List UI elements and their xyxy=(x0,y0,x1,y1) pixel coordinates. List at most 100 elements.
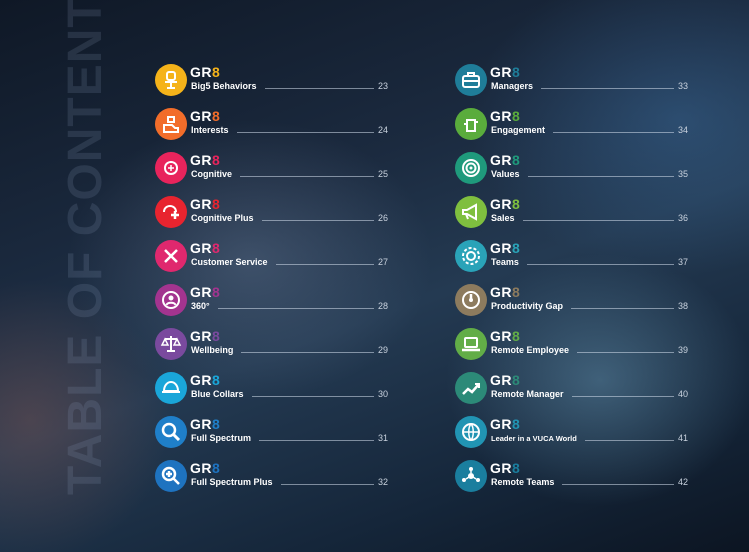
logo-suffix: 8 xyxy=(212,240,221,256)
logo-suffix: 8 xyxy=(512,64,521,80)
gr8-logo: GR8 xyxy=(490,461,520,475)
gear-icon xyxy=(455,240,487,272)
logo-prefix: GR xyxy=(490,416,512,432)
page-number: 24 xyxy=(377,125,388,135)
toc-entry-productivity-gap[interactable]: GR8 Productivity Gap 38 xyxy=(455,284,688,328)
logo-suffix: 8 xyxy=(212,108,221,124)
helmet-icon xyxy=(155,372,187,404)
page-number: 27 xyxy=(377,257,388,267)
toc-entry-remote-teams[interactable]: GR8 Remote Teams 42 xyxy=(455,460,688,504)
page-number: 36 xyxy=(677,213,688,223)
leader-line xyxy=(577,352,674,353)
gr8-logo: GR8 xyxy=(190,461,220,475)
toc-entry-remote-employee[interactable]: GR8 Remote Employee 39 xyxy=(455,328,688,372)
logo-prefix: GR xyxy=(490,240,512,256)
leader-line xyxy=(523,220,674,221)
logo-prefix: GR xyxy=(490,152,512,168)
toc-entry-name: Values xyxy=(491,169,520,179)
toc-entry-name: Remote Teams xyxy=(491,477,555,487)
leader-line xyxy=(553,132,674,133)
toc-entry-name: Productivity Gap xyxy=(491,301,564,311)
toc-entry-blue-collars[interactable]: GR8 Blue Collars 30 xyxy=(155,372,388,416)
leader-line xyxy=(541,88,674,89)
page-number: 35 xyxy=(677,169,688,179)
gr8-logo: GR8 xyxy=(190,241,220,255)
toc-entry-cognitive-plus[interactable]: GR8 Cognitive Plus 26 xyxy=(155,196,388,240)
leader-line xyxy=(240,176,374,177)
toc-entry-name: Customer Service xyxy=(191,257,268,267)
logo-suffix: 8 xyxy=(212,64,221,80)
gr8-logo: GR8 xyxy=(490,329,520,343)
network-icon xyxy=(455,460,487,492)
leader-line xyxy=(276,264,374,265)
toc-entry-managers[interactable]: GR8 Managers 33 xyxy=(455,64,688,108)
gr8-logo: GR8 xyxy=(190,417,220,431)
leader-line xyxy=(252,396,374,397)
logo-prefix: GR xyxy=(490,372,512,388)
gr8-logo: GR8 xyxy=(190,65,220,79)
gr8-logo: GR8 xyxy=(490,241,520,255)
logo-prefix: GR xyxy=(490,196,512,212)
page-number: 25 xyxy=(377,169,388,179)
toc-entry-name: Remote Employee xyxy=(491,345,570,355)
toc-entry-name: Full Spectrum Plus xyxy=(191,477,273,487)
toc-entry-wellbeing[interactable]: GR8 Wellbeing 29 xyxy=(155,328,388,372)
tools-icon xyxy=(155,240,187,272)
toc-entry-full-spectrum-plus[interactable]: GR8 Full Spectrum Plus 32 xyxy=(155,460,388,504)
leader-line xyxy=(571,308,674,309)
logo-suffix: 8 xyxy=(512,196,521,212)
toc-entry-name: Remote Manager xyxy=(491,389,564,399)
toc-entry-360[interactable]: GR8 360° 28 xyxy=(155,284,388,328)
toc-entry-big5-behaviors[interactable]: GR8 Big5 Behaviors 23 xyxy=(155,64,388,108)
toc-entry-customer-service[interactable]: GR8 Customer Service 27 xyxy=(155,240,388,284)
toc-entry-name: Big5 Behaviors xyxy=(191,81,257,91)
toc-entry-name: Leader in a VUCA World xyxy=(491,434,577,443)
toc-entry-name: Cognitive Plus xyxy=(191,213,254,223)
briefcase-icon xyxy=(455,64,487,96)
leader-line xyxy=(259,440,374,441)
logo-prefix: GR xyxy=(190,416,212,432)
toc-entry-name: Engagement xyxy=(491,125,546,135)
toc-entry-teams[interactable]: GR8 Teams 37 xyxy=(455,240,688,284)
toc-entry-name: Managers xyxy=(491,81,534,91)
leader-line xyxy=(585,440,674,441)
toc-entry-full-spectrum[interactable]: GR8 Full Spectrum 31 xyxy=(155,416,388,460)
toc-entry-interests[interactable]: GR8 Interests 24 xyxy=(155,108,388,152)
toc-entry-sales[interactable]: GR8 Sales 36 xyxy=(455,196,688,240)
target-icon xyxy=(455,152,487,184)
gr8-logo: GR8 xyxy=(190,329,220,343)
page-number: 23 xyxy=(377,81,388,91)
leader-line xyxy=(237,132,374,133)
leader-line xyxy=(218,308,374,309)
brain-plus-icon xyxy=(155,196,187,228)
toc-entry-engagement[interactable]: GR8 Engagement 34 xyxy=(455,108,688,152)
chair-icon xyxy=(155,64,187,96)
toc-entry-name: 360° xyxy=(191,301,210,311)
chart-icon xyxy=(455,372,487,404)
toc-entry-name: Full Spectrum xyxy=(191,433,252,443)
logo-suffix: 8 xyxy=(512,284,521,300)
logo-prefix: GR xyxy=(190,284,212,300)
toc-entry-cognitive[interactable]: GR8 Cognitive 25 xyxy=(155,152,388,196)
logo-prefix: GR xyxy=(490,64,512,80)
toc-entry-name: Teams xyxy=(491,257,519,267)
logo-prefix: GR xyxy=(190,152,212,168)
gr8-logo: GR8 xyxy=(490,109,520,123)
heart-hand-icon xyxy=(155,108,187,140)
magnifier-icon xyxy=(155,416,187,448)
page-number: 40 xyxy=(677,389,688,399)
gr8-logo: GR8 xyxy=(490,417,520,431)
logo-suffix: 8 xyxy=(212,152,221,168)
logo-prefix: GR xyxy=(490,108,512,124)
page-title: TABLE OF CONTENTS xyxy=(59,0,112,495)
page-number: 31 xyxy=(377,433,388,443)
page-number: 42 xyxy=(677,477,688,487)
page-number: 26 xyxy=(377,213,388,223)
toc-entry-leader-in-a-vuca-world[interactable]: GR8 Leader in a VUCA World 41 xyxy=(455,416,688,460)
logo-prefix: GR xyxy=(490,284,512,300)
page-number: 32 xyxy=(377,477,388,487)
gr8-logo: GR8 xyxy=(190,373,220,387)
toc-entry-remote-manager[interactable]: GR8 Remote Manager 40 xyxy=(455,372,688,416)
logo-suffix: 8 xyxy=(512,460,521,476)
toc-entry-values[interactable]: GR8 Values 35 xyxy=(455,152,688,196)
